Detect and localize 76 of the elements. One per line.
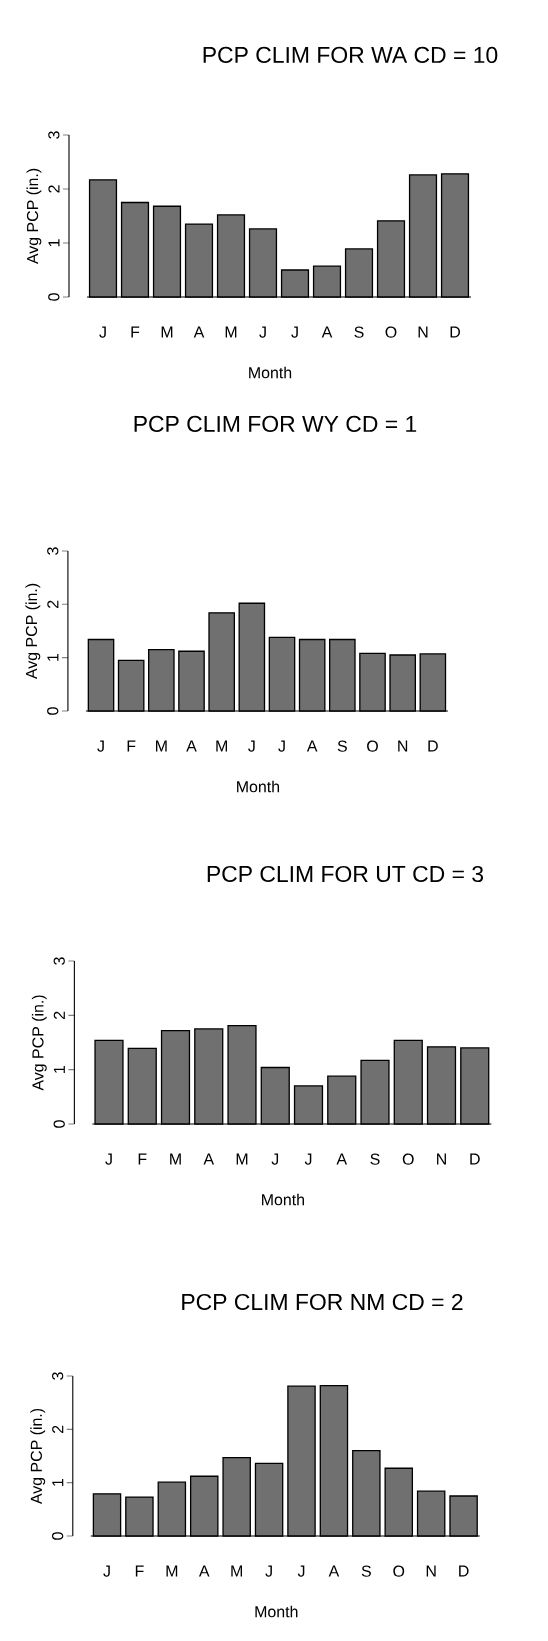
x-tick-label: N [437, 1153, 446, 1165]
x-tick-label: F [135, 1565, 144, 1577]
y-tick-label: 0 [48, 293, 60, 301]
x-tick-label: D [459, 1565, 469, 1577]
x-tick-label: M [231, 1565, 242, 1577]
x-tick-label: A [203, 1153, 215, 1165]
x-tick-label: M [216, 740, 227, 752]
x-tick-label: N [418, 326, 428, 338]
x-tick-label: F [131, 326, 140, 338]
chart-title: PCP CLIM FOR WA CD = 10 [203, 46, 498, 64]
y-tick-label: 1 [48, 239, 60, 247]
x-tick-label: A [336, 1153, 348, 1165]
x-tick-label: J [103, 1565, 110, 1577]
y-tick-label: 3 [47, 547, 59, 555]
x-axis-title: Month [237, 780, 280, 793]
x-tick-label: M [161, 326, 173, 338]
x-tick-label: J [248, 740, 255, 752]
chart-title: PCP CLIM FOR UT CD = 3 [207, 865, 484, 883]
x-tick-label: J [278, 740, 285, 752]
y-tick-label: 2 [52, 1425, 64, 1433]
x-tick-label: A [193, 326, 205, 338]
x-tick-label: S [370, 1153, 380, 1165]
x-tick-label: D [470, 1153, 480, 1165]
x-tick-label: M [236, 1153, 248, 1165]
x-tick-label: A [321, 326, 333, 338]
chart-title: PCP CLIM FOR NM CD = 2 [182, 1293, 463, 1311]
x-tick-label: S [361, 1565, 371, 1577]
y-axis-title: Avg PCP (in.) [26, 168, 42, 265]
x-tick-label: J [304, 1153, 312, 1165]
x-axis-title: Month [249, 366, 292, 379]
y-tick-label: 3 [48, 131, 60, 139]
x-tick-label: M [170, 1153, 181, 1165]
y-tick-label: 2 [48, 185, 60, 193]
x-tick-label: J [271, 1153, 279, 1165]
x-tick-label: O [402, 1153, 414, 1165]
x-tick-label: N [426, 1565, 436, 1577]
x-tick-label: J [259, 326, 266, 338]
y-axis-title: Avg PCP (in.) [25, 583, 41, 680]
x-tick-label: S [354, 326, 364, 338]
x-tick-label: A [306, 740, 318, 752]
x-tick-label: J [99, 326, 106, 338]
x-tick-label: M [156, 740, 167, 752]
x-tick-label: O [385, 326, 397, 338]
x-axis-title: Month [255, 1605, 298, 1618]
x-tick-label: O [393, 1565, 405, 1577]
x-axis-title: Month [262, 1193, 304, 1206]
x-tick-label: J [265, 1565, 272, 1577]
y-axis-title: Avg PCP (in.) [30, 1408, 46, 1505]
y-tick-label: 2 [53, 1011, 65, 1019]
chart-title: PCP CLIM FOR WY CD = 1 [134, 415, 417, 433]
x-tick-label: S [337, 740, 347, 752]
x-tick-label: D [428, 740, 438, 752]
x-tick-label: M [225, 326, 237, 338]
x-tick-label: J [297, 1565, 305, 1577]
x-tick-label: F [127, 740, 136, 752]
x-tick-label: J [105, 1153, 112, 1165]
y-tick-label: 1 [52, 1479, 64, 1486]
x-tick-label: N [398, 740, 408, 752]
x-tick-label: O [367, 740, 378, 752]
y-tick-label: 2 [47, 600, 59, 608]
y-tick-label: 0 [47, 707, 59, 715]
y-tick-label: 3 [51, 1372, 64, 1380]
x-tick-label: A [328, 1565, 340, 1577]
y-tick-label: 0 [51, 1532, 64, 1540]
x-tick-label: J [97, 740, 104, 752]
y-tick-label: 0 [53, 1120, 65, 1128]
y-tick-label: 1 [47, 654, 59, 661]
y-tick-label: 1 [53, 1066, 65, 1073]
x-tick-label: A [186, 740, 197, 752]
x-tick-label: J [291, 326, 298, 338]
y-tick-label: 3 [53, 957, 65, 965]
y-axis-title: Avg PCP (in.) [31, 995, 47, 1091]
x-tick-label: M [166, 1565, 178, 1577]
x-tick-label: D [450, 326, 460, 338]
x-tick-label: A [198, 1565, 210, 1577]
x-tick-label: F [138, 1153, 147, 1165]
